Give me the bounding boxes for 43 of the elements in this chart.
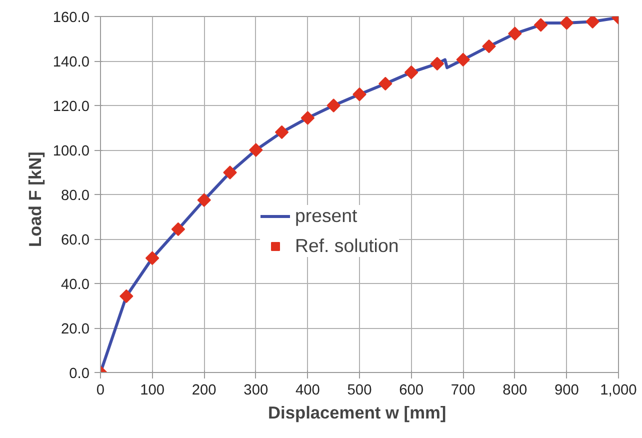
point (456, 52, 470, 67)
x-axis-title: Displacement w [mm] (268, 402, 446, 422)
point (120, 289, 134, 304)
point (404, 65, 418, 80)
y-tick-label: 80.0 (60, 188, 90, 204)
legend-label: present (295, 205, 358, 227)
point (223, 166, 237, 180)
x-tick-label: 700 (450, 382, 476, 398)
x-tick-label: 100 (140, 382, 165, 398)
legend-label: Ref. solution (295, 235, 399, 257)
y-axis-title: Load F [kN] (24, 152, 45, 247)
x-tick-label: 400 (295, 382, 320, 398)
point (249, 143, 263, 157)
point (274, 125, 289, 140)
x-tick-label: 200 (192, 382, 216, 398)
x-tick-label: 800 (502, 382, 528, 398)
point (352, 88, 366, 102)
x-tick-label: 0 (96, 382, 105, 398)
y-tick-label: 20.0 (60, 322, 90, 338)
point (378, 76, 392, 91)
y-tick-label: 160.0 (52, 10, 90, 26)
x-tick-label: 500 (347, 382, 372, 398)
y-tick-label: 100.0 (52, 144, 90, 160)
y-tick-label: 140.0 (52, 54, 90, 70)
point (482, 39, 496, 54)
point (586, 16, 600, 28)
point (326, 98, 340, 112)
point (171, 222, 186, 236)
x-tick-label: 1,000 (600, 382, 637, 398)
point (430, 56, 444, 71)
x-tick-label: 900 (554, 382, 579, 398)
y-tick-label: 60.0 (60, 232, 90, 248)
x-tick-label: 300 (244, 382, 268, 398)
point (197, 193, 211, 207)
point (534, 18, 548, 32)
x-tick-label: 600 (399, 382, 424, 398)
y-tick-label: 120.0 (52, 99, 90, 115)
point (508, 26, 522, 40)
point (300, 111, 315, 125)
y-tick-label: 0.0 (69, 366, 90, 382)
point (560, 16, 574, 30)
y-tick-label: 40.0 (60, 277, 90, 293)
point (145, 251, 160, 265)
